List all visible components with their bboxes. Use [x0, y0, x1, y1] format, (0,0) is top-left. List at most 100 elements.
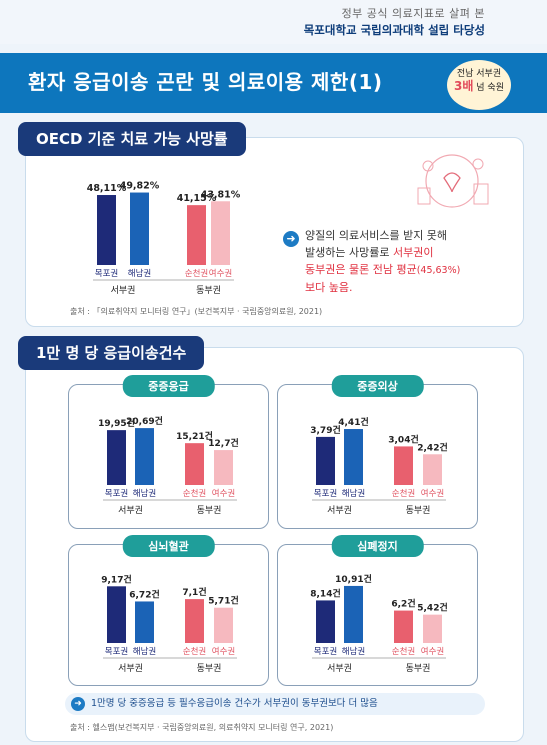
bar-여수권	[214, 607, 233, 643]
category-label: 해남권	[342, 646, 365, 657]
data-label: 5,71건	[208, 595, 239, 607]
data-label: 4,41건	[338, 416, 369, 428]
bar-해남권	[344, 585, 363, 643]
group-label: 서부권	[111, 284, 136, 296]
section1-callout: ➜ 양질의 의료서비스를 받지 못해 발생하는 사망률로 서부권이 동부권은 물…	[283, 227, 503, 296]
data-label: 3,04건	[388, 433, 419, 445]
header-subtitle: 정부 공식 의료지표로 살펴 본	[341, 7, 485, 20]
category-label: 해남권	[133, 488, 156, 499]
header-university: 목포대학교 국립의과대학 설립 타당성	[303, 23, 485, 37]
category-label: 목포권	[314, 488, 337, 499]
bar-순천권	[394, 610, 413, 643]
category-label: 여수권	[212, 646, 235, 657]
group-label: 서부권	[118, 662, 143, 674]
bar-해남권	[344, 429, 363, 485]
category-label: 목포권	[105, 646, 128, 657]
data-label: 3,79건	[310, 424, 341, 436]
bar-여수권	[211, 201, 230, 265]
bar-목포권	[316, 600, 335, 643]
callout-text-d: 동부권은 물론 전남 평균	[305, 263, 417, 276]
data-label: 6,72건	[129, 588, 160, 600]
group-label: 서부권	[327, 504, 352, 516]
callout-text-b: 발생하는 사망률로	[305, 246, 393, 259]
bar-해남권	[130, 192, 149, 265]
group-label: 동부권	[406, 504, 431, 516]
subchart-title: 중증응급	[122, 375, 215, 397]
category-label: 여수권	[421, 646, 444, 657]
badge-line2: 3배	[454, 79, 474, 93]
category-label: 순천권	[183, 646, 206, 657]
section1-source: 출처 : 「의료취약지 모니터링 연구」(보건복지부 · 국립중앙의료원, 20…	[70, 307, 323, 316]
badge-line1: 전남 서부권	[456, 69, 502, 79]
category-label: 순천권	[392, 646, 415, 657]
callout-text-a: 양질의 의료서비스를 받지 못해	[305, 229, 448, 242]
bar-목포권	[316, 436, 335, 485]
bar-순천권	[185, 599, 204, 643]
page-title: 환자 응급이송 곤란 및 의료이용 제한(1)	[28, 70, 383, 94]
group-label: 동부권	[196, 284, 221, 296]
subchart-cardiac-arrest: 심폐정지 8,14건 목포권 10,91건 해남권 6,2건 순천권 5,42건 여수권 서부권…	[277, 535, 478, 686]
arrow-right-icon: ➜	[71, 697, 85, 711]
bar-여수권	[214, 450, 233, 485]
subchart-title: 심뇌혈관	[122, 535, 215, 557]
data-label: 20,69건	[126, 415, 163, 427]
data-label: 41,15%	[177, 193, 217, 204]
bar-해남권	[135, 601, 154, 643]
group-label: 동부권	[406, 662, 431, 674]
subchart-title: 심폐정지	[331, 535, 424, 557]
data-label: 10,91건	[335, 573, 372, 585]
subchart-title: 중증외상	[331, 375, 424, 397]
category-label: 목포권	[314, 646, 337, 657]
category-label: 해남권	[128, 268, 151, 279]
data-label: 2,42건	[417, 441, 448, 453]
category-label: 순천권	[392, 488, 415, 499]
bar-여수권	[423, 454, 442, 485]
bar-순천권	[394, 446, 413, 485]
section2-source: 출처 : 헬스맵(보건복지부 · 국립중앙의료원, 의료취약지 모니터링 연구,…	[70, 723, 334, 732]
data-label: 9,17건	[101, 573, 132, 585]
data-label: 15,21건	[176, 430, 213, 442]
data-label: 48,11%	[87, 183, 127, 194]
note-text: 1만명 당 중증응급 등 필수응급이송 건수가 서부권이 동부권보다 더 많음	[91, 698, 378, 709]
bar-목포권	[97, 195, 116, 265]
category-label: 해남권	[133, 646, 156, 657]
callout-text-e: (45,63%)	[416, 265, 461, 276]
data-label: 12,7건	[208, 437, 239, 449]
bar-순천권	[187, 205, 206, 265]
category-label: 순천권	[185, 268, 208, 279]
data-label: 7,1건	[182, 586, 206, 598]
group-label: 동부권	[197, 662, 222, 674]
category-label: 순천권	[183, 488, 206, 499]
bar-순천권	[185, 443, 204, 485]
category-label: 여수권	[212, 488, 235, 499]
data-label: 19,95건	[98, 417, 135, 429]
bar-여수권	[423, 614, 442, 643]
group-label: 동부권	[197, 504, 222, 516]
badge-line3: 넘 숙원	[476, 83, 504, 93]
category-label: 목포권	[105, 488, 128, 499]
data-label: 43,81%	[201, 189, 241, 200]
data-label: 8,14건	[310, 587, 341, 599]
bar-해남권	[135, 428, 154, 485]
bar-목포권	[107, 430, 126, 485]
data-label: 49,82%	[120, 181, 160, 192]
section2-title: 1만 명 당 응급이송건수	[18, 336, 205, 370]
category-label: 해남권	[342, 488, 365, 499]
category-label: 목포권	[95, 268, 118, 279]
data-label: 6,2건	[391, 598, 415, 610]
category-label: 여수권	[421, 488, 444, 499]
header-bar: 정부 공식 의료지표로 살펴 본 목포대학교 국립의과대학 설립 타당성	[0, 0, 547, 44]
group-label: 서부권	[327, 662, 352, 674]
group-label: 서부권	[118, 504, 143, 516]
healthcare-illustration	[417, 154, 489, 208]
arrow-right-icon: ➜	[283, 231, 299, 247]
bar-목포권	[107, 586, 126, 643]
